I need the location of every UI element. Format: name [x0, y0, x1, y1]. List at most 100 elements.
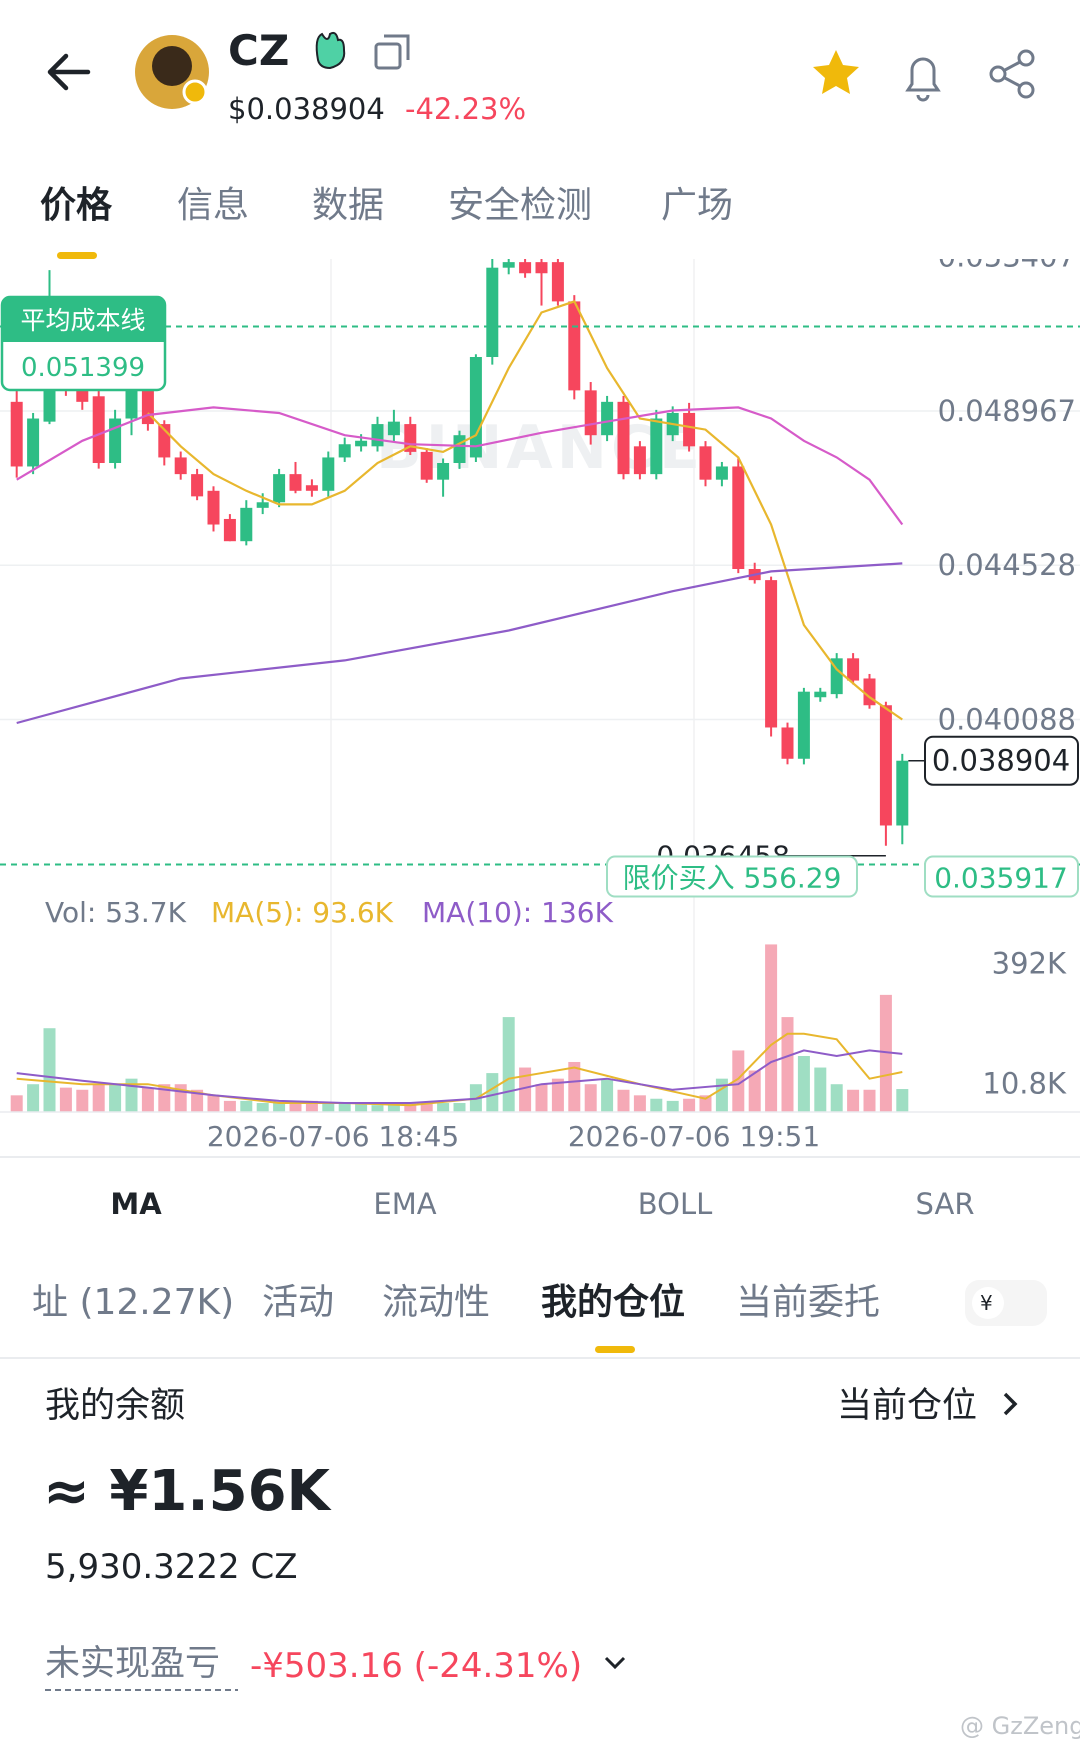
candle-body	[322, 457, 335, 491]
volume-bar	[879, 994, 892, 1112]
avatar-face	[152, 46, 192, 86]
candle-body	[502, 262, 515, 268]
candle-body	[256, 502, 269, 508]
share-icon[interactable]	[989, 49, 1035, 99]
indicator-tab[interactable]: EMA	[373, 1187, 437, 1221]
volume-bar	[896, 1089, 909, 1112]
candle-body	[699, 446, 712, 480]
tab[interactable]: 广场	[661, 185, 734, 226]
volume-bar	[797, 1055, 810, 1112]
candle-body	[125, 384, 138, 419]
ma-line	[147, 300, 903, 721]
subtab-indicator	[595, 1346, 635, 1353]
tab[interactable]: 价格	[40, 185, 113, 226]
candle-body	[273, 474, 286, 503]
y-tick-label: 0.053407	[938, 240, 1076, 274]
y-tick-label: 0.048967	[938, 394, 1076, 428]
chevron-down[interactable]	[604, 1656, 626, 1670]
volume-bar	[371, 1105, 384, 1112]
copy-icon[interactable]	[374, 42, 402, 70]
candle-body	[732, 466, 745, 570]
candle-body	[27, 418, 40, 467]
sub-tab[interactable]: 活动	[262, 1282, 335, 1323]
volume-bar	[486, 1073, 499, 1112]
avg-cost-header	[2, 297, 165, 342]
candle-body	[92, 396, 105, 464]
price-pane: BINANCE0.0534070.0489670.0445280.040088平…	[0, 240, 1080, 873]
volume-legend: Vol: 53.7K	[45, 896, 187, 929]
volume-bar	[814, 1067, 827, 1112]
candle-body	[830, 658, 843, 695]
volume-bar	[387, 1105, 400, 1112]
volume-bar	[59, 1087, 72, 1112]
chain-badge	[182, 79, 208, 105]
candle-body	[355, 440, 368, 447]
candle-body	[715, 466, 728, 480]
indicator-tab[interactable]: MA	[110, 1187, 162, 1221]
tab[interactable]: 安全检测	[448, 185, 593, 226]
candle-body	[387, 421, 400, 436]
sub-tab[interactable]: 我的仓位	[541, 1282, 686, 1323]
candle-body	[601, 401, 614, 436]
x-tick-label: 2026-07-06 18:45	[207, 1120, 459, 1153]
sub-tab[interactable]: 流动性	[382, 1282, 491, 1323]
candle-body	[896, 760, 909, 826]
indicator-tab[interactable]: BOLL	[637, 1187, 713, 1221]
volume-bar	[92, 1084, 105, 1112]
indicator-tab[interactable]: SAR	[915, 1187, 975, 1221]
pnl-label[interactable]: 未实现盈亏	[45, 1644, 221, 1684]
candle-body	[683, 412, 696, 447]
candle-body	[847, 658, 860, 681]
limit-price-tag: 0.035917	[934, 862, 1068, 895]
volume-bar	[223, 1100, 236, 1112]
volume-bar	[338, 1103, 351, 1112]
tab[interactable]: 信息	[177, 185, 250, 226]
candle-body	[437, 463, 450, 480]
candle-body	[781, 727, 794, 759]
currency-symbol[interactable]: ¥	[980, 1291, 993, 1315]
volume-bar	[699, 1095, 712, 1112]
volume-bar	[551, 1078, 564, 1112]
candle-body	[650, 418, 663, 475]
volume-bar	[617, 1089, 630, 1112]
volume-bar	[715, 1078, 728, 1112]
footer-watermark: @ GzZeng08	[960, 1712, 1080, 1740]
tab[interactable]: 数据	[312, 185, 385, 226]
candle-body	[338, 444, 351, 458]
y-tick-label: 0.040088	[938, 703, 1076, 737]
sub-tab[interactable]: 址 (12.27K)	[32, 1282, 235, 1323]
ma-line	[16, 562, 903, 725]
price: $0.038904	[228, 92, 385, 126]
x-tick-label: 2026-07-06 19:51	[568, 1120, 820, 1153]
limit-price-box	[924, 855, 1079, 898]
volume-bar	[847, 1089, 860, 1112]
volume-bar	[666, 1100, 679, 1112]
toggle-knob	[972, 1287, 1004, 1319]
avg-cost-label: 平均成本线	[20, 306, 145, 335]
tab-indicator	[57, 252, 97, 259]
alert-bell[interactable]	[905, 57, 941, 102]
volume-bar	[420, 1103, 433, 1112]
volume-bar	[765, 944, 778, 1112]
volume-bar	[305, 1100, 318, 1112]
sub-tab[interactable]: 当前委托	[736, 1282, 881, 1323]
volume-legend: MA(10): 136K	[422, 896, 614, 929]
volume-bar	[650, 1098, 663, 1112]
volume-bar	[191, 1089, 204, 1112]
volume-bar	[355, 1103, 368, 1112]
candle-body	[814, 691, 827, 698]
candle-body	[191, 474, 204, 497]
volume-bar	[256, 1103, 269, 1112]
volume-bar	[519, 1067, 532, 1112]
favorite-star[interactable]	[813, 50, 859, 94]
candle-body	[305, 485, 318, 491]
limit-order-box	[606, 855, 858, 898]
positions-link[interactable]: 当前仓位	[837, 1386, 978, 1426]
back-button[interactable]	[47, 53, 91, 91]
volume-bar	[109, 1084, 122, 1112]
candle-body	[223, 518, 236, 542]
y-tick-label: 0.044528	[938, 548, 1076, 582]
volume-bar	[27, 1084, 40, 1112]
volume-bar	[568, 1061, 581, 1112]
